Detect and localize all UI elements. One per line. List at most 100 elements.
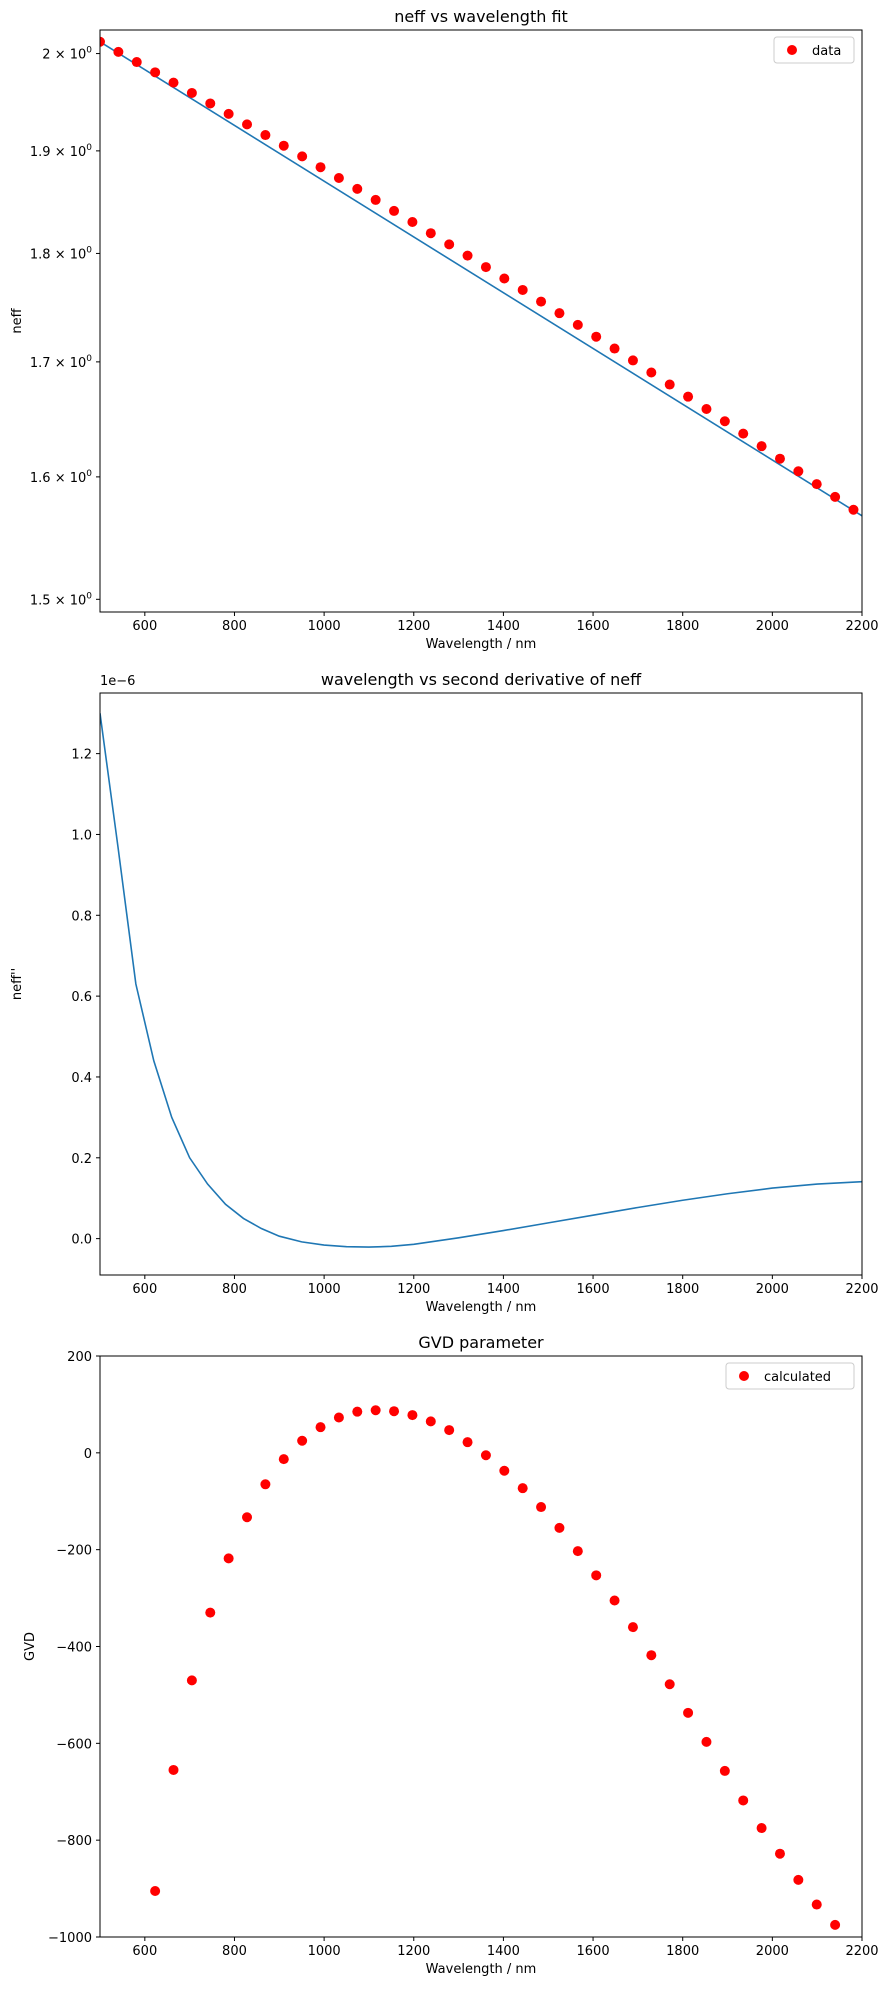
x-tick-label: 1800 xyxy=(666,1944,699,1959)
data-point xyxy=(131,57,142,68)
y-tick-exponent: 0 xyxy=(86,46,92,56)
data-point xyxy=(701,1736,712,1747)
data-point xyxy=(370,194,381,205)
data-point xyxy=(425,228,436,239)
y-tick-base: 1.9 xyxy=(30,145,51,160)
data-point xyxy=(756,441,767,452)
legend-marker xyxy=(787,45,797,55)
y-tick-label: −1000 xyxy=(48,1931,92,1946)
y-tick-base: 2 xyxy=(42,48,50,63)
data-point xyxy=(554,1522,565,1533)
y-tick-base: 1.5 xyxy=(30,593,51,608)
data-point xyxy=(517,1483,528,1494)
y-tick-label: −600 xyxy=(56,1737,92,1752)
data-point xyxy=(333,173,344,184)
data-point xyxy=(627,1622,638,1633)
data-point xyxy=(517,284,528,295)
y-tick-label: 0.0 xyxy=(71,1233,92,1248)
y-tick-label: 0.4 xyxy=(71,1071,92,1086)
data-point xyxy=(278,1454,289,1465)
y-tick-label: 1.7 × 100 xyxy=(30,354,92,371)
x-tick-label: 1200 xyxy=(397,1282,430,1297)
plot-area xyxy=(100,713,862,1248)
y-tick-label: 0 xyxy=(84,1447,92,1462)
x-axis-label: Wavelength / nm xyxy=(426,1300,537,1315)
legend: data xyxy=(773,36,855,64)
y-tick-label: 0.2 xyxy=(71,1152,92,1167)
y-tick-label: 0.8 xyxy=(71,909,92,924)
data-point xyxy=(774,1848,785,1859)
chart-title: neff vs wavelength fit xyxy=(394,7,568,26)
x-tick-label: 1400 xyxy=(487,619,520,634)
data-point xyxy=(444,1425,455,1436)
x-axis-label: Wavelength / nm xyxy=(426,1962,537,1977)
data-point xyxy=(811,479,822,490)
y-tick-times: × 10 xyxy=(51,145,87,160)
y-tick-exponent: 0 xyxy=(86,143,92,153)
y-tick-label: −800 xyxy=(56,1834,92,1849)
data-point xyxy=(627,355,638,366)
legend-marker xyxy=(739,1371,749,1381)
x-tick-label: 2200 xyxy=(845,1282,878,1297)
y-tick-times: × 10 xyxy=(51,247,87,262)
data-point xyxy=(186,1675,197,1686)
data-point xyxy=(168,77,179,88)
data-point xyxy=(425,1416,436,1427)
data-point xyxy=(260,130,271,141)
data-point xyxy=(664,379,675,390)
data-point xyxy=(223,108,234,119)
x-tick-label: 1400 xyxy=(487,1282,520,1297)
data-point xyxy=(205,98,216,109)
data-point xyxy=(297,151,308,162)
data-point xyxy=(186,87,197,98)
data-point xyxy=(499,1465,510,1476)
data-point xyxy=(774,453,785,464)
data-point xyxy=(205,1607,216,1618)
data-point xyxy=(278,140,289,151)
data-point xyxy=(719,416,730,427)
chart-title: GVD parameter xyxy=(418,1333,544,1352)
x-tick-label: 1600 xyxy=(577,1944,610,1959)
data-point xyxy=(738,428,749,439)
data-point xyxy=(242,119,253,130)
y-tick-label: 1.0 xyxy=(71,828,92,843)
data-point xyxy=(499,273,510,284)
x-tick-label: 2000 xyxy=(756,619,789,634)
x-tick-label: 2200 xyxy=(845,1944,878,1959)
y-tick-label: 200 xyxy=(67,1350,92,1365)
legend-box xyxy=(773,36,855,64)
y-tick-label: −400 xyxy=(56,1641,92,1656)
data-point xyxy=(701,403,712,414)
data-point xyxy=(100,36,105,47)
data-point xyxy=(407,216,418,227)
data-point xyxy=(315,162,326,173)
x-tick-label: 600 xyxy=(132,1944,157,1959)
data-point xyxy=(150,1886,161,1896)
plot-area xyxy=(150,1405,841,1930)
x-tick-label: 800 xyxy=(222,1282,247,1297)
data-point xyxy=(536,296,547,307)
legend-label: data xyxy=(812,44,841,59)
y-tick-exponent: 0 xyxy=(86,245,92,255)
data-point xyxy=(113,46,124,57)
x-tick-label: 1200 xyxy=(397,619,430,634)
series-line xyxy=(100,41,862,517)
data-point xyxy=(352,183,363,194)
y-tick-label: 1.8 × 100 xyxy=(30,245,92,262)
chart-panel-3: 600 800 1000 1200 1400 1600 1800 2000 22002000−2… xyxy=(23,1333,879,1977)
y-tick-base: 1.8 xyxy=(30,247,51,262)
plot-area xyxy=(100,36,862,517)
x-tick-label: 2200 xyxy=(845,619,878,634)
data-point xyxy=(260,1479,271,1490)
legend-label: calculated xyxy=(764,1370,831,1385)
data-point xyxy=(297,1435,308,1446)
data-point xyxy=(462,250,473,261)
data-point xyxy=(389,205,400,216)
data-point xyxy=(646,1650,657,1661)
data-point xyxy=(793,1874,804,1885)
y-tick-base: 1.7 xyxy=(30,356,51,371)
y-tick-times: × 10 xyxy=(51,593,87,608)
data-point xyxy=(811,1899,822,1910)
